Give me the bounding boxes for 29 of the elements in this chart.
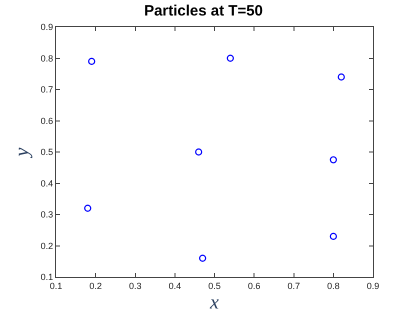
- y-tick-label: 0.5: [40, 147, 54, 158]
- y-tick-label: 0.4: [40, 178, 54, 188]
- y-tick-label: 0.6: [40, 116, 54, 126]
- point: [84, 204, 92, 212]
- x-tick-label: 0.6: [248, 280, 260, 291]
- y-tick-label: 0.9: [40, 22, 54, 32]
- y-tick-label: 0.2: [40, 240, 54, 251]
- point: [195, 148, 202, 156]
- x-axis-title: x: [209, 291, 220, 314]
- x-tick-label: 0.8: [327, 280, 340, 291]
- x-tick-label: 0.2: [89, 280, 102, 291]
- y-tick-label: 0.7: [40, 84, 54, 95]
- chart-title: Particles at T=50: [144, 2, 263, 20]
- point: [330, 232, 337, 240]
- x-tick-label: 0.9: [366, 280, 380, 291]
- x-tick-label: 0.3: [128, 280, 142, 291]
- y-tick-label: 0.1: [40, 272, 54, 282]
- y-axis-title: y: [11, 147, 34, 158]
- point: [199, 254, 206, 262]
- point: [338, 73, 345, 81]
- point: [330, 156, 337, 164]
- x-tick-label: 0.7: [287, 280, 300, 291]
- x-tick-label: 0.4: [168, 280, 182, 291]
- point: [88, 58, 96, 65]
- y-tick-label: 0.3: [40, 210, 54, 220]
- x-tick-label: 0.5: [208, 280, 221, 291]
- point: [226, 54, 234, 62]
- x-tick-label: 0.1: [50, 280, 62, 291]
- y-tick-label: 0.8: [40, 53, 54, 64]
